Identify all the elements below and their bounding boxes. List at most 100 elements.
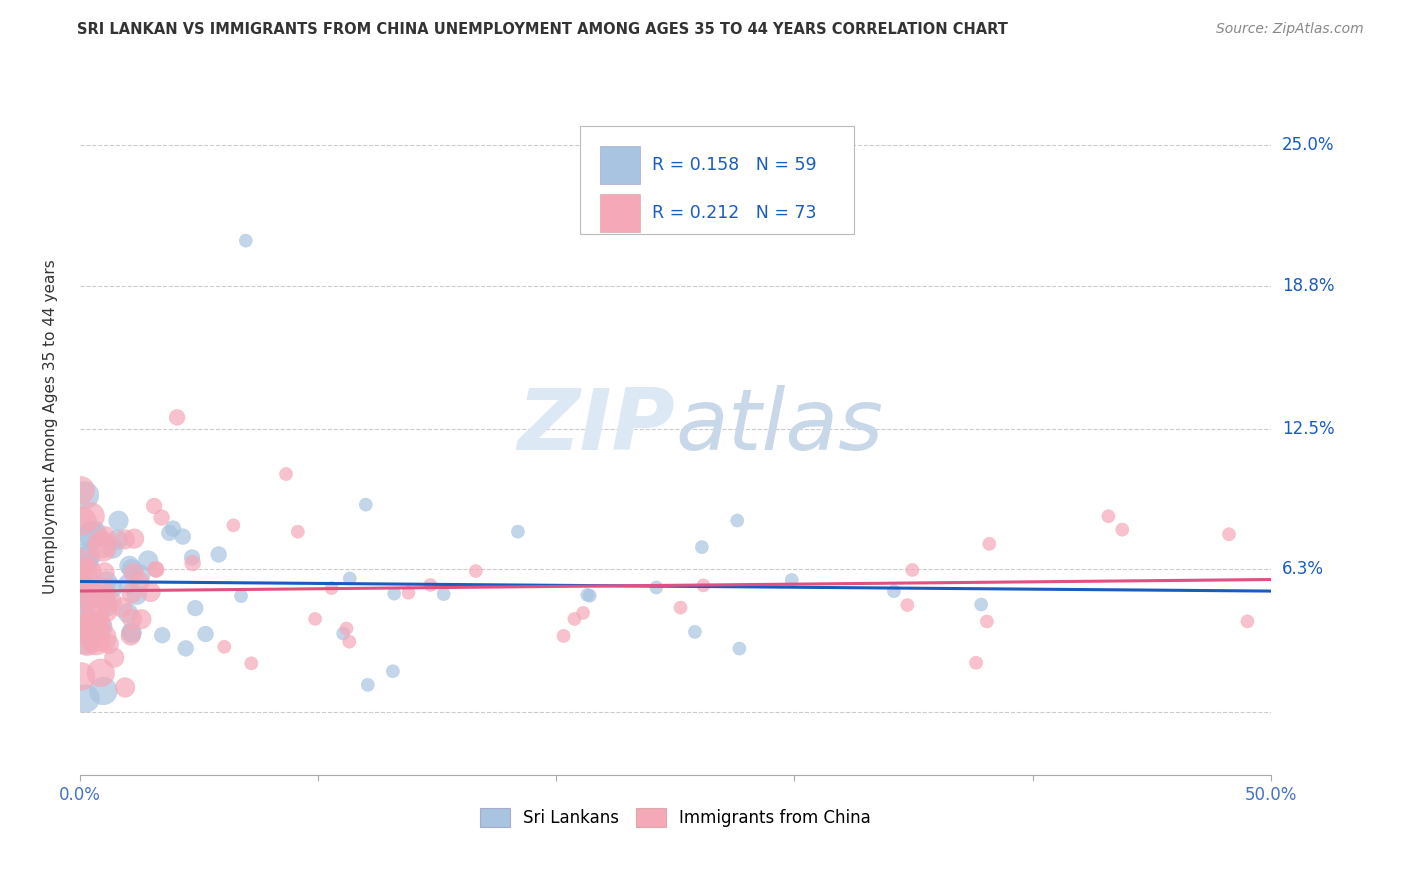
Point	[208, 548, 231, 562]
Point	[572, 606, 595, 620]
Point	[166, 410, 188, 425]
Point	[214, 640, 236, 654]
Point	[129, 567, 152, 582]
Point	[194, 627, 217, 641]
Point	[70, 669, 93, 683]
Point	[75, 691, 97, 706]
Point	[93, 684, 115, 698]
Point	[79, 588, 101, 602]
Point	[181, 556, 204, 570]
Text: 18.8%: 18.8%	[1282, 277, 1334, 295]
Point	[136, 553, 159, 567]
Point	[87, 620, 110, 634]
Point	[93, 566, 115, 580]
Point	[1236, 615, 1258, 629]
FancyBboxPatch shape	[600, 146, 640, 185]
Point	[896, 598, 918, 612]
Point	[107, 514, 129, 528]
Point	[69, 572, 91, 586]
Point	[222, 518, 245, 533]
Point	[70, 579, 93, 593]
Text: 25.0%: 25.0%	[1282, 136, 1334, 154]
Point	[84, 608, 107, 623]
Point	[304, 612, 326, 626]
Point	[725, 514, 748, 528]
Point	[354, 498, 377, 512]
Point	[90, 665, 112, 680]
Point	[690, 540, 713, 554]
Point	[692, 578, 714, 592]
Point	[94, 590, 117, 604]
Point	[122, 532, 145, 546]
Point	[91, 631, 114, 645]
Point	[287, 524, 309, 539]
Point	[229, 589, 252, 603]
Point	[357, 678, 380, 692]
Point	[76, 585, 98, 599]
Point	[419, 578, 441, 592]
Point	[73, 554, 96, 568]
Point	[131, 612, 153, 626]
Point	[121, 586, 143, 600]
Point	[965, 656, 987, 670]
Point	[122, 566, 145, 580]
Text: R = 0.212   N = 73: R = 0.212 N = 73	[651, 203, 815, 222]
Point	[69, 555, 91, 569]
Point	[162, 522, 184, 536]
Text: Source: ZipAtlas.com: Source: ZipAtlas.com	[1216, 22, 1364, 37]
Point	[339, 571, 361, 585]
Point	[883, 584, 905, 599]
Point	[1097, 509, 1119, 524]
Point	[103, 650, 125, 665]
Point	[89, 584, 111, 599]
Point	[145, 563, 167, 577]
Point	[117, 606, 139, 620]
Point	[553, 629, 575, 643]
Point	[121, 562, 143, 576]
Point	[86, 619, 108, 633]
Point	[506, 524, 529, 539]
Point	[79, 509, 101, 524]
Point	[111, 600, 134, 615]
Point	[128, 574, 150, 589]
Point	[69, 582, 91, 596]
Point	[75, 549, 97, 564]
Point	[901, 563, 924, 577]
Point	[335, 622, 357, 636]
Legend: Sri Lankans, Immigrants from China: Sri Lankans, Immigrants from China	[474, 801, 877, 833]
Point	[274, 467, 297, 481]
Point	[114, 533, 136, 547]
Point	[181, 550, 204, 565]
Point	[382, 586, 405, 600]
Point	[73, 488, 96, 502]
Point	[101, 541, 124, 556]
Point	[240, 657, 263, 671]
Point	[76, 634, 98, 648]
Point	[83, 631, 105, 645]
Text: R = 0.158   N = 59: R = 0.158 N = 59	[651, 156, 815, 174]
Point	[96, 605, 118, 619]
Point	[976, 615, 998, 629]
Point	[79, 620, 101, 634]
Point	[72, 621, 94, 635]
Point	[69, 483, 91, 498]
Point	[332, 626, 354, 640]
Point	[72, 515, 94, 529]
Point	[645, 581, 668, 595]
Point	[117, 576, 139, 591]
Point	[107, 533, 129, 547]
Point	[90, 537, 112, 551]
Point	[174, 641, 197, 656]
Point	[321, 581, 343, 595]
Point	[76, 566, 98, 580]
Point	[398, 585, 420, 599]
Text: ZIP: ZIP	[517, 385, 675, 468]
Point	[728, 641, 751, 656]
Point	[979, 537, 1001, 551]
Point	[337, 634, 360, 648]
Point	[69, 592, 91, 607]
Point	[72, 590, 94, 604]
Point	[73, 566, 96, 581]
Point	[172, 530, 194, 544]
Point	[96, 574, 118, 589]
